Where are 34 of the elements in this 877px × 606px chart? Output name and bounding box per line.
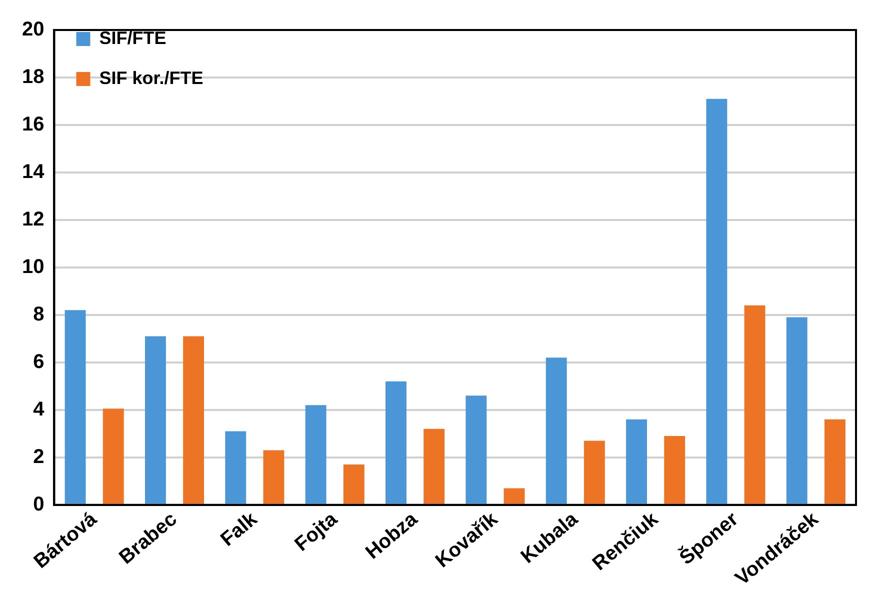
bar [664, 436, 686, 504]
bar [786, 317, 808, 504]
bar [744, 305, 766, 504]
bar [225, 431, 246, 504]
bar [144, 336, 166, 504]
x-tick-label: Falk [216, 508, 262, 551]
legend-label: SIF kor./FTE [99, 68, 204, 88]
y-tick-label: 20 [22, 18, 44, 41]
bar [305, 405, 326, 504]
bar [626, 419, 647, 504]
y-tick-label: 0 [33, 493, 44, 516]
y-tick-label: 18 [22, 66, 44, 88]
bar [466, 396, 487, 504]
y-tick-label: 4 [33, 398, 46, 420]
bar [504, 488, 525, 504]
bar [824, 419, 846, 504]
y-tick-label: 16 [22, 113, 44, 136]
bar [102, 408, 124, 504]
y-tick-label: 10 [22, 256, 44, 278]
y-tick-label: 6 [33, 350, 44, 373]
y-tick-label: 12 [22, 208, 44, 230]
y-tick-label: 14 [22, 160, 46, 183]
bar [424, 428, 445, 504]
bar [706, 98, 728, 504]
legend-label: SIF/FTE [99, 28, 166, 48]
bar [343, 464, 364, 504]
y-tick-label: 2 [33, 446, 44, 468]
bar [183, 336, 204, 504]
bar [584, 440, 605, 504]
bar [263, 450, 284, 504]
bar [546, 358, 567, 504]
y-tick-label: 8 [33, 303, 44, 326]
bar [64, 310, 86, 504]
bar [386, 381, 406, 504]
